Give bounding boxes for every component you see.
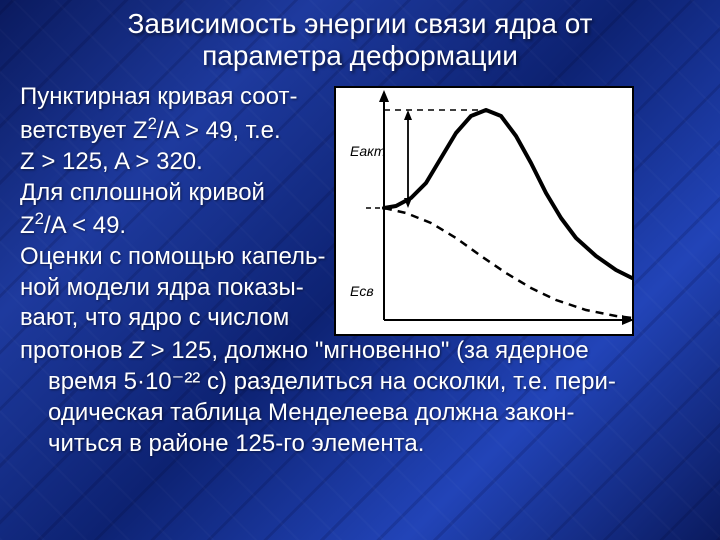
body-line-11: одическая таблица Менделеева должна зако… — [20, 398, 700, 429]
body-line-9: протонов Z > 125, должно "мгновенно" (за… — [20, 336, 700, 367]
body-line-5: Z2/A < 49. — [20, 208, 326, 242]
body-line-6: Оценки с помощью капель- — [20, 242, 326, 273]
body-text-left: Пунктирная кривая соот-ветствует Z2/A > … — [20, 82, 326, 334]
chart-svg: Eакт Eсв — [336, 88, 636, 338]
body-line-3: Z > 125, A > 320. — [20, 147, 326, 178]
slide-title: Зависимость энергии связи ядра от параме… — [20, 8, 700, 72]
body-line-7: ной модели ядра показы- — [20, 273, 326, 304]
title-line1: Зависимость энергии связи ядра от — [20, 8, 700, 40]
body-line-2: ветствует Z2/A > 49, т.е. — [20, 113, 326, 147]
body-line-4: Для сплошной кривой — [20, 178, 326, 209]
svg-text:Eсв: Eсв — [350, 283, 374, 299]
svg-text:Eакт: Eакт — [350, 143, 386, 159]
body-line-10: время 5·10⁻²² с) разделиться на осколки,… — [20, 367, 700, 398]
body-line-12: читься в районе 125-го элемента. — [20, 429, 700, 460]
title-line2: параметра деформации — [20, 40, 700, 72]
body-text-full: протонов Z > 125, должно "мгновенно" (за… — [20, 336, 700, 459]
body-line-8: вают, что ядро с числом — [20, 303, 326, 334]
energy-chart: Eакт Eсв — [334, 86, 634, 336]
body-line-1: Пунктирная кривая соот- — [20, 82, 326, 113]
